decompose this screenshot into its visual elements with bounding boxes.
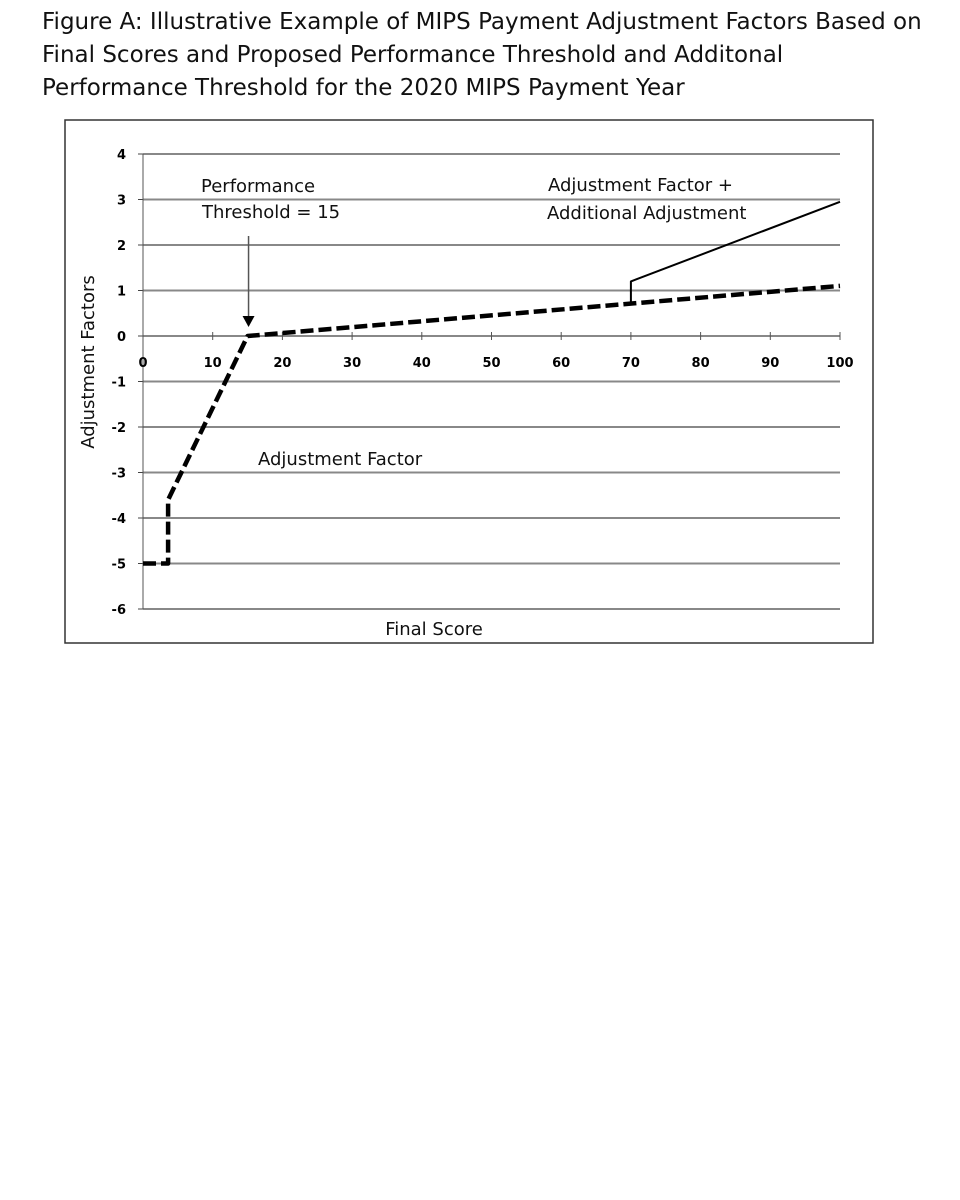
x-tick-label: 60 [552,356,570,371]
y-tick-label: 4 [117,148,126,163]
x-axis-label: Final Score [385,619,483,640]
series-layer [143,200,841,566]
x-tick-label: 30 [343,356,361,371]
y-tick-label: -1 [112,376,126,391]
series-adjustment-factor-line [143,283,841,566]
y-tick-label: -5 [112,558,126,573]
series-additional-adjustment-line [629,200,841,305]
adjustment-factor-annotation: Adjustment Factor [258,449,423,470]
figure-title: Figure A: Illustrative Example of MIPS P… [42,9,922,101]
annotation-layer: Performance Threshold = 15 Adjustment Fa… [201,175,746,470]
additional-annotation-line1: Adjustment Factor + [548,175,733,196]
y-axis-label: Adjustment Factors [78,275,99,449]
x-tick-label: 80 [692,356,710,371]
y-tick-label: 3 [117,194,126,209]
threshold-annotation-line1: Performance [201,176,315,197]
x-tick-label: 70 [622,356,640,371]
y-tick-label: 2 [117,239,126,254]
y-tick-label: -6 [112,603,126,618]
x-tick-label: 40 [413,356,431,371]
y-tick-label: -2 [112,421,126,436]
x-tick-label: 10 [204,356,222,371]
x-tick-label: 20 [273,356,291,371]
x-tick-label: 100 [826,356,853,371]
x-tick-label: 90 [761,356,779,371]
y-tick-label: -3 [112,467,126,482]
additional-annotation-line2: Additional Adjustment [547,203,746,224]
threshold-annotation-line2: Threshold = 15 [201,202,340,223]
y-tick-label: -4 [112,512,126,527]
y-tick-label: 1 [117,285,126,300]
threshold-arrowhead [242,316,255,327]
x-tick-label: 50 [482,356,500,371]
y-tick-label: 0 [117,330,126,345]
x-tick-label: 0 [138,356,147,371]
